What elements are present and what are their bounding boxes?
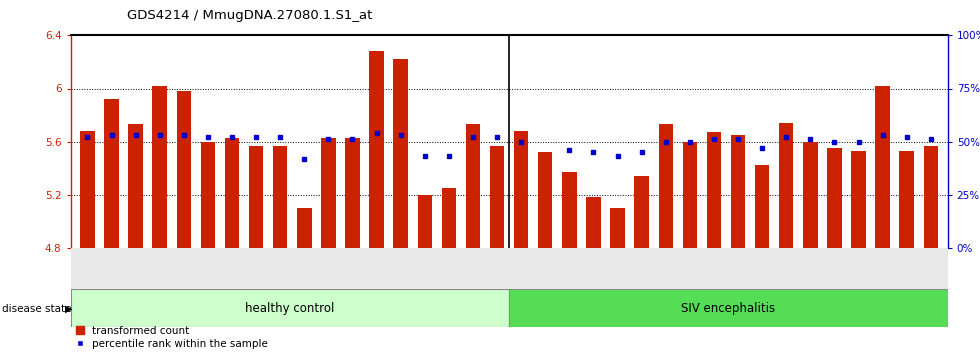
Bar	[634, 176, 649, 248]
Bar	[201, 142, 216, 248]
Bar	[611, 208, 625, 248]
Bar	[586, 198, 601, 248]
Bar	[176, 91, 191, 248]
Text: GDS4214 / MmugDNA.27080.1.S1_at: GDS4214 / MmugDNA.27080.1.S1_at	[127, 9, 372, 22]
Text: ▶: ▶	[65, 304, 73, 314]
Bar	[153, 86, 167, 248]
Bar	[273, 145, 287, 248]
Bar	[659, 124, 673, 248]
Bar	[417, 195, 432, 248]
Bar	[563, 172, 576, 248]
Bar	[707, 132, 721, 248]
Bar	[128, 124, 143, 248]
Bar	[731, 135, 745, 248]
Bar	[345, 138, 360, 248]
Legend: transformed count, percentile rank within the sample: transformed count, percentile rank withi…	[75, 326, 269, 349]
Bar	[104, 99, 119, 248]
Bar	[755, 165, 769, 248]
Bar	[393, 59, 408, 248]
Bar	[538, 152, 553, 248]
Bar	[852, 151, 865, 248]
Bar	[80, 131, 95, 248]
Bar	[514, 131, 528, 248]
Bar	[900, 151, 914, 248]
Bar	[923, 145, 938, 248]
Bar	[510, 289, 948, 327]
Bar	[224, 138, 239, 248]
Bar	[369, 51, 384, 248]
Text: disease state: disease state	[2, 304, 72, 314]
Bar	[827, 148, 842, 248]
Bar	[875, 86, 890, 248]
Bar	[71, 289, 510, 327]
Text: SIV encephalitis: SIV encephalitis	[681, 302, 775, 315]
Bar	[466, 124, 480, 248]
Bar	[321, 138, 335, 248]
Bar	[297, 208, 312, 248]
Bar	[779, 123, 794, 248]
Bar	[490, 145, 505, 248]
Bar	[442, 188, 456, 248]
Bar	[803, 142, 817, 248]
Bar	[249, 145, 264, 248]
Text: healthy control: healthy control	[245, 302, 334, 315]
Bar	[683, 142, 697, 248]
